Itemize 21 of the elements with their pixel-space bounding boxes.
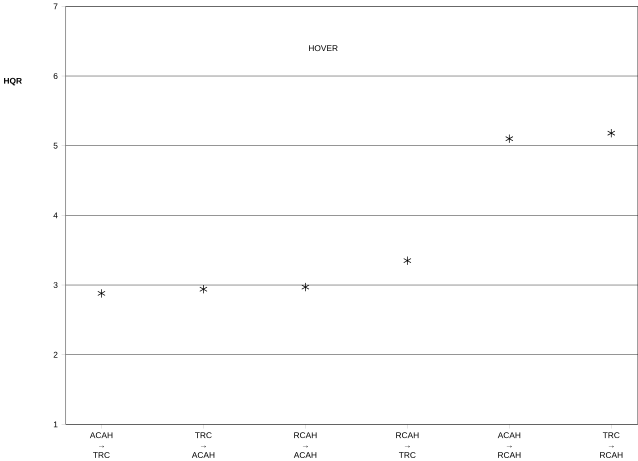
point (607, 128, 616, 138)
point (199, 284, 208, 294)
x-tick-label: TRC → ACAH (192, 432, 214, 458)
y-tick-label: 1 (54, 421, 58, 428)
point (403, 256, 412, 265)
x-tick-label: TRC → RCAH (600, 432, 622, 458)
point (97, 288, 106, 298)
point (505, 134, 514, 144)
x-tick-label: RCAH → ACAH (294, 432, 317, 458)
annotation: HOVER (309, 44, 338, 51)
x-tick-label: ACAH → RCAH (498, 432, 520, 458)
y-tick-label: 4 (53, 212, 58, 218)
y-tick-label: 2 (54, 352, 58, 358)
x-tick-label: RCAH → TRC (396, 432, 418, 458)
x-tick-label: ACAH → TRC (90, 432, 112, 458)
y-tick-label: 7 (54, 3, 58, 9)
point (301, 282, 310, 292)
y-tick-label: 6 (54, 72, 58, 79)
y-tick-label: 3 (54, 282, 58, 288)
y-tick-label: 5 (54, 142, 58, 148)
y-axis-title: HQR (4, 78, 22, 86)
